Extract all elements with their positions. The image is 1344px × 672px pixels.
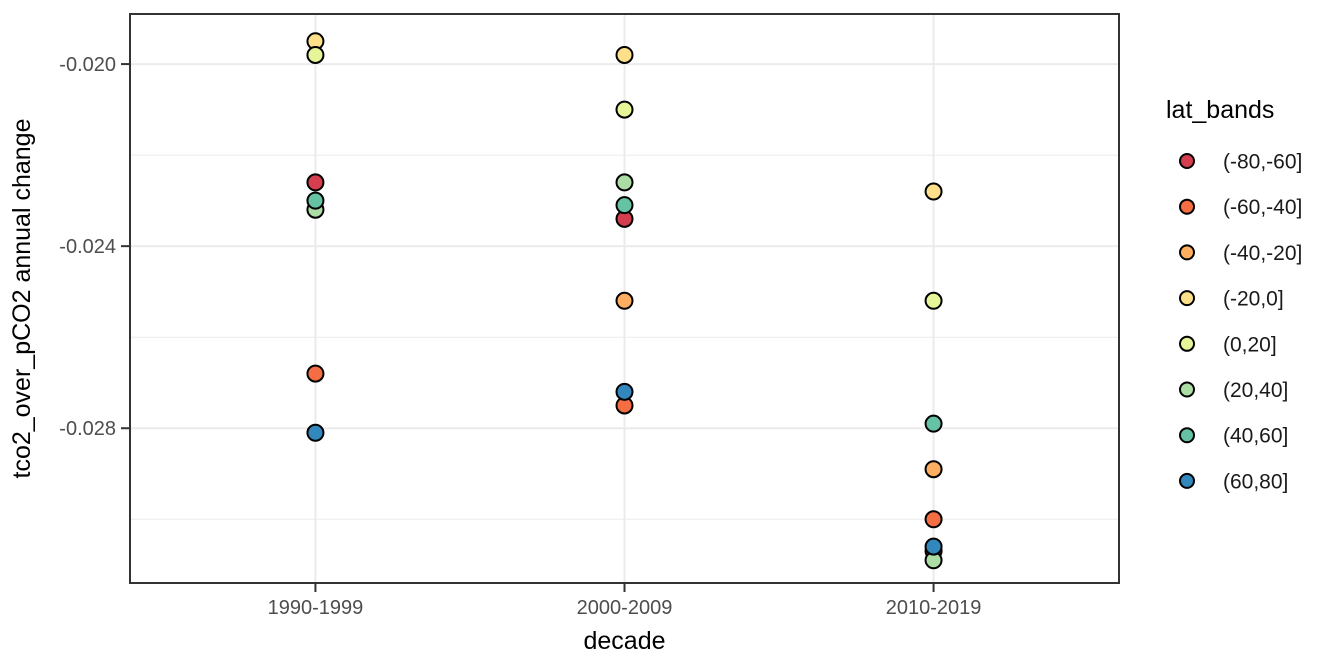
- data-point: [924, 510, 943, 529]
- legend-key-dot: [1179, 381, 1195, 398]
- legend-key-dot: [1179, 427, 1195, 444]
- x-tick-label: 2000-2009: [577, 597, 673, 619]
- legend-key-dot: [1179, 472, 1195, 489]
- data-point: [306, 45, 325, 64]
- y-tick-label: -0.028: [59, 418, 116, 440]
- legend-key-dot: [1179, 290, 1195, 307]
- data-point: [615, 291, 634, 310]
- data-point: [306, 191, 325, 210]
- data-point: [924, 537, 943, 556]
- data-point: [924, 182, 943, 201]
- y-tick-label: -0.024: [59, 236, 116, 258]
- legend-label: (60,80]: [1223, 470, 1288, 493]
- legend-title: lat_bands: [1166, 96, 1274, 124]
- legend-label: (40,60]: [1223, 425, 1288, 448]
- data-point: [615, 382, 634, 401]
- x-axis-title: decade: [583, 627, 665, 655]
- data-point: [615, 173, 634, 192]
- data-point: [615, 196, 634, 215]
- data-point: [615, 45, 634, 64]
- legend-label: (-60,-40]: [1223, 196, 1302, 219]
- data-point: [306, 364, 325, 383]
- legend-label: (-80,-60]: [1223, 151, 1302, 174]
- y-axis-title: tco2_over_pCO2 annual change: [8, 119, 36, 479]
- y-tick-label: -0.020: [59, 54, 116, 76]
- data-point: [306, 173, 325, 192]
- x-tick-label: 1990-1999: [268, 597, 364, 619]
- legend-key-dot: [1179, 153, 1195, 169]
- x-tick-label: 2010-2019: [886, 597, 982, 619]
- data-point: [924, 291, 943, 310]
- legend-label: (20,40]: [1223, 379, 1288, 402]
- data-point: [615, 100, 634, 119]
- data-point: [924, 414, 943, 433]
- data-point: [306, 423, 325, 442]
- legend-key-dot: [1179, 198, 1195, 215]
- legend-key-dot: [1179, 335, 1195, 352]
- legend-key-dot: [1179, 244, 1195, 261]
- legend-label: (-40,-20]: [1223, 242, 1302, 265]
- data-point: [924, 460, 943, 479]
- legend-label: (0,20]: [1223, 333, 1277, 356]
- legend-label: (-20,0]: [1223, 288, 1284, 311]
